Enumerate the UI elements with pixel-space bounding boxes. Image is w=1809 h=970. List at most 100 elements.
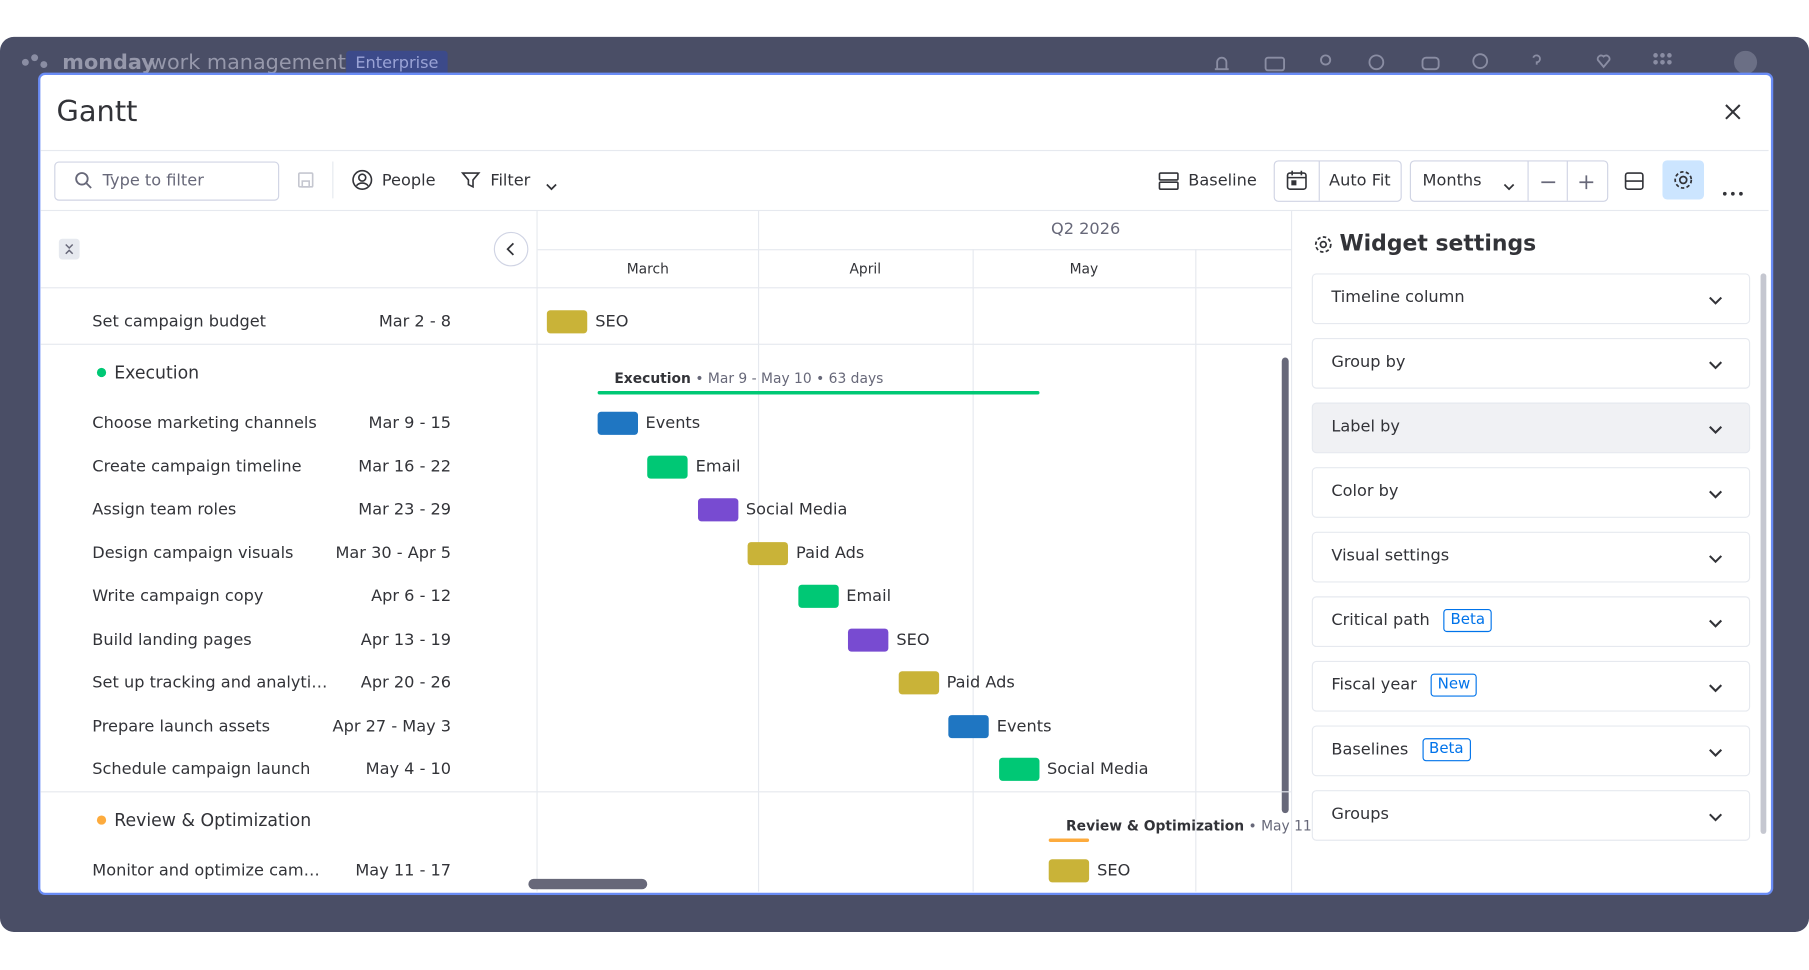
row-divider — [40, 791, 1291, 793]
settings-item-label: Color by — [1331, 482, 1399, 501]
group-name[interactable]: Execution — [114, 362, 200, 383]
summary-part: May 11 - — [1261, 817, 1322, 834]
modal-title: Gantt — [56, 94, 138, 129]
task-bar-label: Social Media — [745, 500, 848, 520]
settings-item[interactable] — [1311, 531, 1751, 583]
settings-item[interactable] — [1311, 467, 1751, 518]
summary-part: Mar 9 - May 10 — [707, 370, 812, 387]
settings-item-chevron[interactable] — [1707, 678, 1723, 700]
filter-icon — [460, 170, 481, 195]
divider — [1318, 161, 1320, 201]
filter-button[interactable]: Filter — [490, 171, 531, 191]
task-name[interactable]: Set up tracking and analyti… — [92, 673, 328, 693]
calendar-icon[interactable] — [1286, 170, 1307, 195]
task-bar[interactable] — [597, 411, 638, 435]
summary-part: Execution — [614, 370, 691, 387]
zoom-in[interactable] — [1578, 173, 1594, 195]
task-bar[interactable] — [1048, 859, 1090, 883]
settings-item-label: Label by — [1331, 417, 1400, 436]
task-dates: Mar 2 - 8 — [378, 312, 452, 332]
task-bar-label: Events — [996, 716, 1052, 736]
task-name[interactable]: Set campaign budget — [92, 312, 266, 332]
zoom-out[interactable] — [1540, 173, 1556, 195]
task-dates: Mar 9 - 15 — [368, 414, 452, 433]
settings-item-chevron[interactable] — [1707, 549, 1723, 571]
task-bar[interactable] — [747, 541, 788, 565]
task-dates: Mar 30 - Apr 5 — [335, 543, 452, 563]
people-button[interactable]: People — [381, 171, 436, 191]
collapse-panel[interactable] — [493, 231, 529, 267]
month-grid-line — [1195, 249, 1197, 892]
gantt-vscroll[interactable] — [1281, 357, 1289, 814]
task-bar[interactable] — [697, 498, 738, 522]
group-name[interactable]: Review & Optimization — [114, 809, 312, 831]
task-dates: Apr 20 - 26 — [360, 673, 452, 693]
task-name[interactable]: Schedule campaign launch — [92, 760, 311, 779]
task-name[interactable]: Create campaign timeline — [92, 457, 302, 476]
settings-item-chevron[interactable] — [1707, 291, 1723, 313]
baseline-button[interactable]: Baseline — [1188, 171, 1257, 191]
more-button[interactable] — [1722, 179, 1743, 201]
task-bar[interactable] — [948, 714, 989, 738]
settings-item-label: Group by — [1331, 352, 1406, 372]
filter-chevron[interactable] — [545, 175, 559, 197]
task-bar[interactable] — [847, 628, 889, 652]
task-bar[interactable] — [647, 455, 688, 479]
layout-button[interactable] — [1624, 171, 1645, 196]
task-bar-label: SEO — [1097, 861, 1131, 881]
task-name[interactable]: Choose marketing channels — [92, 414, 317, 433]
task-bar[interactable] — [998, 757, 1039, 781]
gantt-hscroll[interactable] — [528, 878, 648, 890]
task-bar[interactable] — [797, 584, 839, 608]
task-name[interactable]: Monitor and optimize cam… — [92, 861, 320, 881]
task-dates: May 11 - 17 — [355, 861, 452, 881]
close-button[interactable] — [1722, 101, 1743, 126]
summary-part: 63 days — [828, 370, 884, 387]
task-bar[interactable] — [546, 310, 588, 334]
settings-icon — [1313, 234, 1334, 259]
task-name[interactable]: Write campaign copy — [92, 587, 264, 606]
settings-button[interactable] — [1662, 160, 1705, 200]
scale-select[interactable]: Months — [1422, 171, 1482, 191]
divider — [332, 161, 334, 199]
settings-item-chevron[interactable] — [1707, 807, 1723, 829]
summary-part: • — [690, 370, 708, 387]
settings-item[interactable] — [1311, 725, 1751, 777]
settings-item-chevron[interactable] — [1707, 355, 1723, 377]
settings-scrollbar[interactable] — [1760, 273, 1767, 834]
settings-item-chevron[interactable] — [1707, 484, 1723, 506]
scale-chevron[interactable] — [1502, 175, 1516, 197]
divider — [536, 211, 538, 892]
task-name[interactable]: Design campaign visuals — [92, 543, 294, 563]
settings-item[interactable] — [1311, 273, 1751, 325]
auto-fit-button[interactable]: Auto Fit — [1329, 171, 1391, 191]
group-dot — [96, 815, 107, 825]
task-name[interactable]: Build landing pages — [92, 630, 252, 649]
settings-item-chevron[interactable] — [1707, 743, 1723, 765]
summary-part: Review & Optimization — [1066, 817, 1245, 834]
divider — [40, 287, 1293, 289]
settings-item-chevron[interactable] — [1707, 614, 1723, 636]
task-name[interactable]: Assign team roles — [92, 500, 237, 520]
task-dates: Mar 16 - 22 — [358, 457, 452, 476]
app-brand: monday — [62, 50, 155, 75]
settings-item[interactable] — [1311, 596, 1751, 648]
save-icon[interactable] — [297, 171, 315, 194]
settings-item-chevron[interactable] — [1707, 420, 1723, 442]
settings-item[interactable] — [1311, 790, 1751, 841]
app-logo — [21, 51, 49, 74]
settings-item[interactable] — [1311, 337, 1751, 389]
collapse-all[interactable] — [58, 238, 80, 260]
settings-item[interactable] — [1311, 402, 1751, 454]
search-box[interactable] — [54, 161, 280, 201]
baseline-icon — [1158, 171, 1179, 196]
group-summary: Execution • Mar 9 - May 10 • 63 days — [614, 370, 883, 387]
row-divider — [40, 343, 1291, 345]
task-bar-label: SEO — [896, 630, 930, 649]
task-name[interactable]: Prepare launch assets — [92, 716, 271, 736]
task-dates: Apr 27 - May 3 — [332, 716, 452, 736]
settings-title: Widget settings — [1339, 230, 1537, 257]
divider — [1290, 211, 1293, 892]
settings-item[interactable] — [1311, 660, 1751, 712]
task-bar[interactable] — [898, 671, 939, 695]
